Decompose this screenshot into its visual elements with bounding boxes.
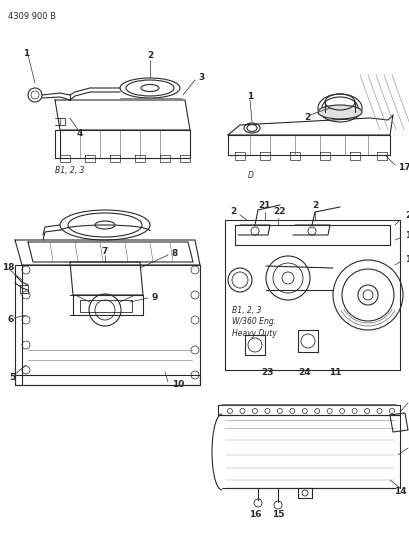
Text: 21: 21 [258, 200, 271, 209]
Ellipse shape [317, 105, 361, 119]
Text: 22: 22 [273, 207, 285, 216]
Text: 6: 6 [8, 316, 14, 325]
Text: 12: 12 [404, 255, 409, 264]
Text: 20: 20 [404, 211, 409, 220]
Text: 1: 1 [246, 92, 252, 101]
Text: 9: 9 [152, 293, 158, 302]
Text: 16: 16 [248, 511, 261, 520]
Text: 1: 1 [23, 49, 29, 58]
Text: 2: 2 [303, 112, 309, 122]
Text: 24: 24 [298, 368, 310, 377]
Text: Heavy Duty: Heavy Duty [231, 329, 276, 338]
Text: D: D [247, 171, 253, 180]
Text: 2: 2 [146, 51, 153, 60]
Text: 23: 23 [261, 368, 274, 377]
Text: 4309 900 B: 4309 900 B [8, 12, 56, 21]
Text: 7: 7 [101, 247, 108, 256]
Text: 2: 2 [311, 200, 317, 209]
Text: B1, 2, 3: B1, 2, 3 [55, 166, 84, 174]
Text: B1, 2, 3: B1, 2, 3 [231, 305, 261, 314]
Text: 3: 3 [198, 72, 204, 82]
Text: 2: 2 [229, 207, 236, 216]
Text: 4: 4 [76, 128, 83, 138]
Text: 1: 1 [404, 230, 409, 239]
Text: 5: 5 [9, 374, 15, 383]
Text: 14: 14 [393, 488, 405, 497]
Text: 10: 10 [172, 381, 184, 390]
Text: 18: 18 [2, 262, 14, 271]
Text: 8: 8 [172, 248, 178, 257]
Text: 11: 11 [328, 368, 340, 377]
Text: 17: 17 [397, 164, 409, 173]
Text: 15: 15 [271, 511, 283, 520]
Text: W/360 Eng.: W/360 Eng. [231, 318, 275, 327]
